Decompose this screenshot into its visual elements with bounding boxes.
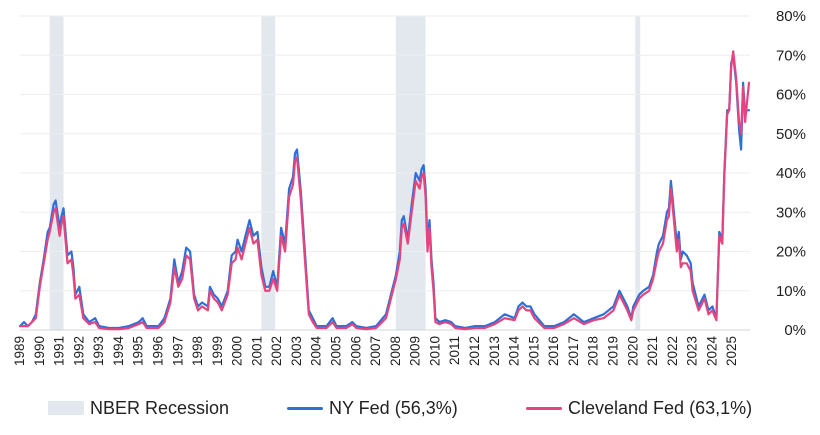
x-tick-label: 2006	[348, 336, 363, 366]
x-tick-label: 2015	[526, 336, 541, 366]
x-tick-label: 2017	[566, 336, 581, 366]
y-tick-label: 0%	[784, 322, 806, 339]
x-tick-label: 2003	[289, 336, 304, 366]
x-tick-label: 2005	[329, 336, 344, 366]
y-tick-label: 70%	[776, 47, 806, 64]
x-tick-label: 2018	[586, 336, 601, 366]
legend: NBER Recession NY Fed (56,3%) Cleveland …	[0, 393, 820, 423]
x-tick-label: 1999	[210, 336, 225, 366]
x-tick-label: 2010	[427, 336, 442, 366]
x-tick-label: 1991	[52, 336, 67, 366]
x-tick-label: 2000	[230, 336, 245, 366]
legend-swatch-ny-fed	[287, 406, 323, 410]
x-tick-label: 2024	[704, 336, 719, 367]
gridlines	[20, 15, 750, 331]
legend-item-cleveland-fed: Cleveland Fed (63,1%)	[526, 393, 752, 423]
y-axis-ticks: 0% 10% 20% 30% 40% 50% 60% 70% 80%	[776, 8, 806, 339]
x-axis-ticks: 1989 1990 1991 1992 1993 1994 1995 1996 1997 1998…	[12, 336, 739, 367]
y-tick-label: 40%	[776, 165, 806, 182]
legend-item-recession: NBER Recession	[48, 393, 229, 423]
x-tick-label: 2019	[605, 336, 620, 366]
y-tick-label: 60%	[776, 87, 806, 104]
x-tick-label: 2014	[507, 336, 522, 367]
x-tick-label: 2004	[309, 336, 324, 367]
legend-swatch-recession	[48, 401, 84, 415]
x-tick-label: 1996	[150, 336, 165, 366]
x-tick-label: 2016	[546, 336, 561, 366]
x-tick-label: 2002	[269, 336, 284, 366]
y-tick-label: 10%	[776, 283, 806, 300]
legend-label-cleveland-fed: Cleveland Fed (63,1%)	[568, 397, 753, 418]
x-tick-label: 2025	[724, 336, 739, 366]
x-tick-label: 1997	[170, 336, 185, 366]
x-tick-label: 2009	[408, 336, 423, 366]
x-tick-label: 1998	[190, 336, 205, 366]
y-tick-label: 30%	[776, 204, 806, 221]
chart-area: 0%10%20%30%40%50%60%70%80% 1989 1990 1991 1…	[12, 8, 806, 367]
y-tick-label: 50%	[776, 126, 806, 143]
legend-label-recession: NBER Recession	[90, 397, 230, 418]
series-lines	[18, 50, 751, 331]
y-tick-label: 20%	[776, 244, 806, 261]
x-tick-label: 1990	[32, 336, 47, 366]
x-tick-label: 2021	[645, 336, 660, 366]
y-tick-label: 80%	[776, 8, 806, 25]
series-line-cleveland-fed	[18, 50, 751, 331]
legend-swatch-cleveland-fed	[526, 406, 562, 410]
x-tick-label: 2007	[368, 336, 383, 366]
x-tick-label: 1992	[71, 336, 86, 366]
x-tick-label: 2020	[625, 336, 640, 366]
x-tick-label: 2013	[487, 336, 502, 366]
legend-item-ny-fed: NY Fed (56,3%)	[287, 393, 458, 423]
x-tick-label: 2011	[447, 336, 462, 365]
legend-label-ny-fed: NY Fed (56,3%)	[329, 397, 458, 418]
x-tick-label: 1994	[111, 336, 126, 367]
x-tick-label: 2008	[388, 336, 403, 366]
x-tick-label: 2023	[685, 336, 700, 366]
x-tick-label: 1995	[131, 336, 146, 366]
x-tick-label: 2012	[467, 336, 482, 366]
x-tick-label: 2001	[249, 336, 264, 366]
x-tick-label: 2022	[665, 336, 680, 366]
x-tick-label: 1993	[91, 336, 106, 366]
x-tick-label: 1989	[12, 336, 27, 366]
